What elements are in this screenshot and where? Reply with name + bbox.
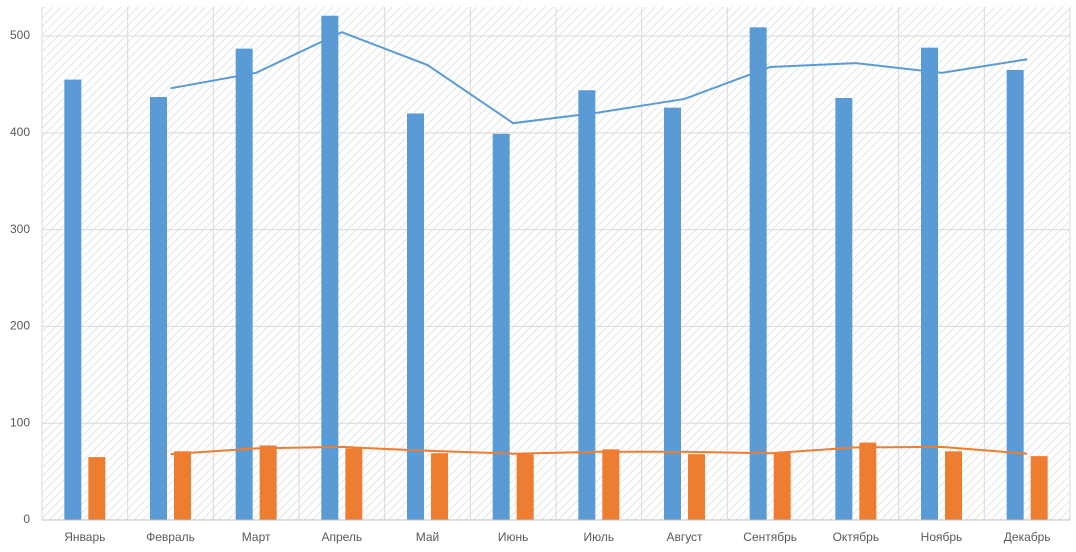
bar bbox=[235, 48, 253, 520]
bar bbox=[859, 442, 877, 520]
bar bbox=[64, 79, 82, 521]
bar bbox=[1030, 456, 1048, 520]
x-tick-label: Июнь bbox=[498, 530, 529, 544]
bar bbox=[1006, 69, 1024, 520]
bar bbox=[516, 454, 534, 520]
bar bbox=[150, 97, 167, 521]
x-tick-label: Ноябрь bbox=[921, 530, 963, 544]
x-tick-label: Апрель bbox=[321, 530, 362, 544]
bar bbox=[773, 452, 791, 520]
bar bbox=[321, 15, 339, 520]
x-tick-label: Сентябрь bbox=[743, 530, 797, 544]
y-tick-label: 500 bbox=[10, 28, 30, 42]
bar bbox=[835, 97, 853, 520]
x-tick-label: Октябрь bbox=[833, 530, 880, 544]
bar bbox=[174, 451, 191, 520]
line bbox=[170, 445, 1028, 456]
bar bbox=[88, 457, 106, 520]
x-tick-label: Февраль bbox=[146, 530, 195, 544]
bar bbox=[921, 47, 938, 520]
y-tick-label: 100 bbox=[10, 415, 30, 429]
x-tick-label: Май bbox=[416, 530, 440, 544]
bar bbox=[664, 107, 681, 520]
y-tick-label: 200 bbox=[10, 319, 30, 333]
y-tick-label: 300 bbox=[10, 222, 30, 236]
bar bbox=[749, 27, 767, 520]
bar bbox=[602, 449, 620, 520]
bar bbox=[407, 113, 424, 521]
bar bbox=[259, 445, 277, 520]
y-tick-label: 0 bbox=[23, 512, 30, 526]
bar bbox=[688, 454, 705, 520]
x-tick-label: Июль bbox=[584, 530, 615, 544]
y-tick-label: 400 bbox=[10, 125, 30, 139]
bar bbox=[345, 448, 363, 520]
bar bbox=[578, 90, 596, 520]
bar bbox=[492, 133, 510, 521]
x-tick-label: Август bbox=[666, 530, 703, 544]
bar bbox=[431, 453, 448, 520]
x-tick-label: Декабрь bbox=[1004, 530, 1051, 544]
line bbox=[170, 31, 1028, 125]
x-tick-label: Март bbox=[242, 530, 271, 544]
bar bbox=[945, 451, 962, 520]
x-tick-label: Январь bbox=[64, 530, 105, 544]
